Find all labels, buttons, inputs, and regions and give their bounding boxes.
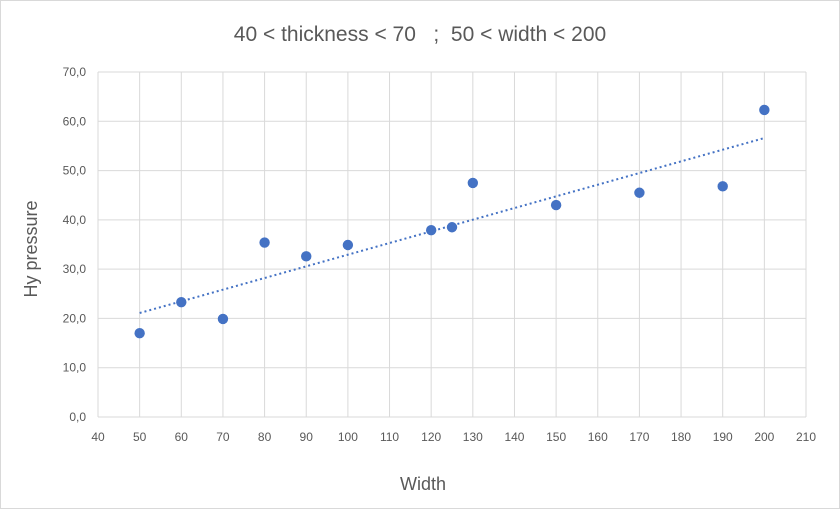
x-tick-label: 90 [300,430,314,444]
x-tick-label: 120 [421,430,441,444]
x-tick-label: 110 [380,430,399,444]
x-axis-tick-labels: 40 50 60 70 80 90 100 110 120 130 140 150 160 170 180 1… [91,430,816,444]
x-tick-label: 60 [175,430,189,444]
x-tick-label: 200 [754,430,774,444]
x-tick-label: 80 [258,430,272,444]
y-tick-label: 70,0 [63,65,87,79]
x-tick-label: 140 [504,430,524,444]
x-tick-label: 150 [546,430,566,444]
y-tick-label: 50,0 [63,164,87,178]
x-tick-label: 100 [338,430,358,444]
data-point [550,199,562,211]
x-tick-label: 170 [629,430,649,444]
x-tick-label: 210 [796,430,816,444]
y-tick-label: 0,0 [69,410,86,424]
x-tick-label: 190 [713,430,733,444]
data-point [134,328,145,339]
trendline-layer [139,137,765,314]
data-points [134,104,770,339]
x-tick-label: 50 [133,430,147,444]
data-point [176,296,187,308]
data-point [301,251,312,262]
data-point [342,239,354,251]
y-tick-label: 30,0 [63,262,87,276]
horizontal-gridlines [98,71,806,418]
data-point [634,187,645,198]
x-tick-label: 180 [671,430,691,444]
vertical-gridlines [97,72,807,417]
x-tick-label: 160 [588,430,608,444]
data-point [759,104,770,116]
data-point [467,177,479,189]
y-tick-label: 20,0 [63,311,87,325]
data-point [259,237,270,248]
data-point [717,181,728,192]
data-point [217,313,229,325]
y-tick-label: 10,0 [63,361,87,375]
data-point [446,222,458,233]
y-axis-tick-labels: 0,0 10,0 20,0 30,0 40,0 50,0 60,0 70,0 [63,65,87,424]
x-tick-label: 130 [463,430,483,444]
y-axis-title: Hy pressure [21,200,41,297]
trendline [139,137,765,314]
x-tick-label: 70 [216,430,230,444]
data-point [425,225,437,236]
chart-title: 40 < thickness < 70 ; 50 < width < 200 [234,23,606,46]
x-axis-title: Width [400,474,446,494]
y-tick-label: 60,0 [63,114,87,128]
y-tick-label: 40,0 [63,213,87,227]
x-tick-label: 40 [91,430,105,444]
